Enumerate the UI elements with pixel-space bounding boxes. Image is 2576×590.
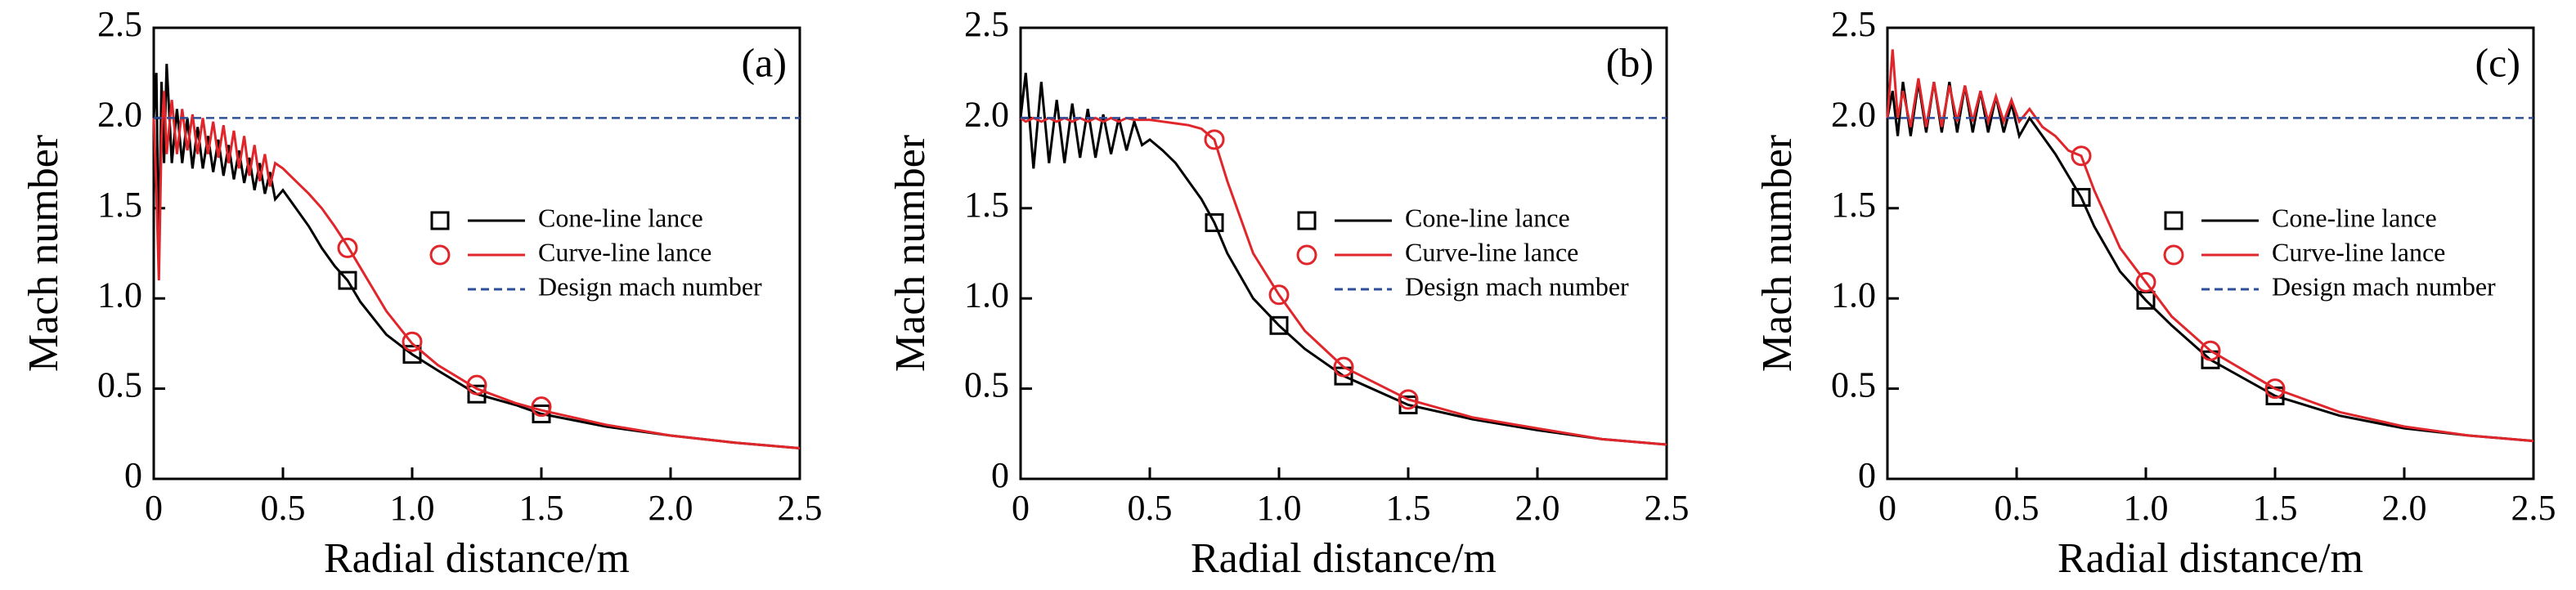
x-tick-label: 0 xyxy=(1878,488,1896,528)
x-tick-label: 2.5 xyxy=(778,488,823,528)
y-tick-label: 0.5 xyxy=(97,365,142,405)
plot-frame xyxy=(1019,26,1668,480)
circle-marker xyxy=(2163,244,2184,266)
circle-marker xyxy=(531,396,552,418)
square-marker xyxy=(402,345,422,364)
circle-marker xyxy=(1398,389,1419,410)
square-marker xyxy=(1297,211,1317,230)
y-tick-label: 2.5 xyxy=(1831,4,1876,44)
circle-marker xyxy=(429,244,451,266)
circle-marker xyxy=(2135,271,2156,293)
circle-marker xyxy=(1333,356,1354,378)
y-tick-label: 1.0 xyxy=(1831,275,1876,315)
legend-label: Curve-line lance xyxy=(1405,237,1578,266)
legend-label: Design mach number xyxy=(538,271,762,301)
x-tick-label: 2.5 xyxy=(1645,488,1690,528)
square-marker xyxy=(1205,212,1224,232)
y-tick-label: 1.0 xyxy=(964,275,1009,315)
y-tick-label: 2.0 xyxy=(1831,94,1876,134)
x-tick-label: 0 xyxy=(1012,488,1030,528)
x-tick-label: 1.0 xyxy=(390,488,435,528)
x-tick-label: 1.0 xyxy=(1257,488,1302,528)
data-line xyxy=(152,64,801,449)
data-line xyxy=(1020,116,1667,446)
x-axis-label: Radial distance/m xyxy=(324,535,630,582)
square-marker xyxy=(2071,188,2091,208)
square-marker xyxy=(430,211,450,230)
square-marker xyxy=(467,384,487,404)
y-axis-label: Mach number xyxy=(887,135,934,372)
x-tick-label: 0.5 xyxy=(1995,488,2040,528)
y-tick-label: 1.5 xyxy=(964,185,1009,225)
x-tick-label: 1.5 xyxy=(1386,488,1431,528)
y-tick-label: 0.5 xyxy=(964,365,1009,405)
y-tick-label: 1.0 xyxy=(97,275,142,315)
y-tick-label: 0 xyxy=(124,455,142,495)
circle-marker xyxy=(337,237,358,258)
x-tick-label: 1.5 xyxy=(519,488,564,528)
x-tick-label: 0.5 xyxy=(261,488,306,528)
legend-label: Cone-line lance xyxy=(538,203,703,232)
circle-marker xyxy=(1296,244,1317,266)
square-marker xyxy=(338,270,357,290)
panel-label: (c) xyxy=(2475,39,2521,85)
square-marker xyxy=(2164,211,2183,230)
y-tick-label: 2.5 xyxy=(97,4,142,44)
data-line xyxy=(152,91,801,449)
circle-marker xyxy=(402,331,423,352)
x-tick-label: 2.0 xyxy=(648,488,693,528)
y-tick-label: 0.5 xyxy=(1831,365,1876,405)
y-tick-label: 0 xyxy=(991,455,1009,495)
plot-frame xyxy=(1886,26,2535,480)
x-axis-label: Radial distance/m xyxy=(1191,535,1497,582)
plot-frame xyxy=(152,26,801,480)
y-axis-label: Mach number xyxy=(20,135,67,372)
y-axis-label: Mach number xyxy=(1754,135,1801,372)
panel-label: (b) xyxy=(1606,39,1654,85)
circle-marker xyxy=(2200,340,2221,361)
x-tick-label: 1.0 xyxy=(2124,488,2169,528)
panel-label: (a) xyxy=(742,39,788,85)
legend-label: Curve-line lance xyxy=(538,237,711,266)
legend-label: Design mach number xyxy=(2272,271,2496,301)
legend-label: Cone-line lance xyxy=(1405,203,1570,232)
legend-label: Curve-line lance xyxy=(2272,237,2445,266)
y-tick-label: 2.5 xyxy=(964,4,1009,44)
x-tick-label: 2.0 xyxy=(1515,488,1560,528)
x-tick-label: 0.5 xyxy=(1128,488,1173,528)
x-tick-label: 1.5 xyxy=(2253,488,2298,528)
square-marker xyxy=(1269,315,1289,335)
circle-marker xyxy=(2264,378,2286,400)
y-tick-label: 1.5 xyxy=(1831,185,1876,225)
legend-label: Cone-line lance xyxy=(2272,203,2437,232)
circle-marker xyxy=(1204,129,1225,150)
circle-marker xyxy=(466,374,487,396)
y-tick-label: 2.0 xyxy=(97,94,142,134)
y-tick-label: 0 xyxy=(1858,455,1876,495)
x-axis-label: Radial distance/m xyxy=(2058,535,2363,582)
x-tick-label: 2.5 xyxy=(2511,488,2556,528)
square-marker xyxy=(532,405,551,424)
x-tick-label: 0 xyxy=(145,488,163,528)
y-tick-label: 2.0 xyxy=(964,94,1009,134)
circle-marker xyxy=(1268,284,1290,306)
legend-label: Design mach number xyxy=(1405,271,1629,301)
data-line xyxy=(1886,49,2534,443)
circle-marker xyxy=(2071,145,2092,167)
y-tick-label: 1.5 xyxy=(97,185,142,225)
x-tick-label: 2.0 xyxy=(2382,488,2427,528)
